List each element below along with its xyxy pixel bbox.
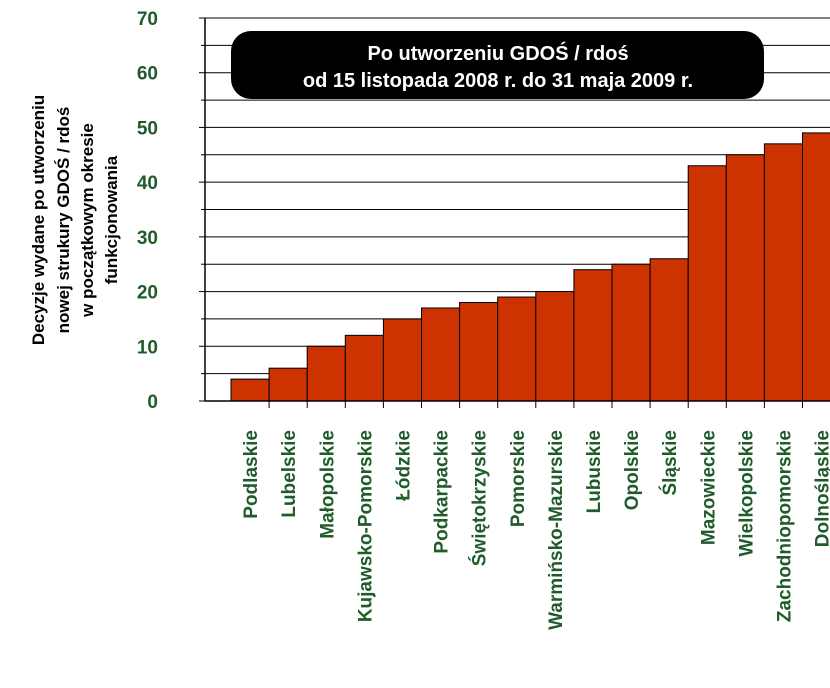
x-tick-label: Lubelskie <box>279 430 300 518</box>
bar <box>344 334 384 402</box>
y-axis-title-line-2: nowej strukury GDOŚ / rdoś <box>54 107 73 334</box>
bar <box>649 258 689 402</box>
x-tick-label: Łódzkie <box>393 430 414 501</box>
y-axis-ticks: 0 10 20 30 40 50 60 70 <box>137 9 205 413</box>
x-tick-label: Podkarpackie <box>432 430 453 554</box>
y-tick-label: 50 <box>137 118 158 139</box>
x-tick-label: Lubuskie <box>584 430 605 513</box>
bar <box>497 296 537 402</box>
bar <box>535 291 575 402</box>
bar-series <box>230 132 830 402</box>
y-axis-title-line-3: w początkowym okresie <box>78 123 97 318</box>
x-tick-label: Świętokrzyskie <box>469 430 491 566</box>
x-tick-label: Śląskie <box>659 430 681 496</box>
x-tick-label: Zachodniopomorskie <box>774 430 795 622</box>
x-tick-label: Wielkopolskie <box>736 430 757 557</box>
bar <box>763 143 804 402</box>
x-tick-label: Podlaskie <box>241 430 262 519</box>
y-tick-label: 10 <box>137 337 158 358</box>
chart-title-line-2: od 15 listopada 2008 r. do 31 maja 2009 … <box>303 70 693 92</box>
x-tick-label: Warmińsko-Mazurskie <box>546 430 567 630</box>
x-tick-label: Dolnośląskie <box>813 430 830 547</box>
bar <box>382 318 422 402</box>
bar <box>421 307 461 402</box>
title-banner: Po utworzeniu GDOŚ / rdoś od 15 listopad… <box>231 31 764 99</box>
y-tick-label: 70 <box>137 9 158 30</box>
bar <box>459 302 499 402</box>
bar <box>611 263 651 402</box>
bar <box>268 367 308 402</box>
bar <box>230 378 270 402</box>
y-tick-label: 0 <box>147 392 158 413</box>
bar <box>802 132 830 402</box>
y-axis-title-line-4: funkcjonowania <box>102 155 121 284</box>
x-tick-label: Mazowieckie <box>698 430 719 545</box>
x-tick-label: Pomorskie <box>508 430 529 527</box>
bar <box>725 154 765 402</box>
x-axis-tick-labels: Podlaskie Lubelskie Małopolskie Kujawsko-Po… <box>241 430 830 630</box>
x-tick-label: Małopolskie <box>317 430 338 539</box>
title-banner-box <box>231 31 764 99</box>
x-tick-label: Kujawsko-Pomorskie <box>355 430 376 622</box>
y-tick-label: 60 <box>137 64 158 85</box>
bar <box>573 269 613 402</box>
bar <box>306 345 346 402</box>
chart-title-line-1: Po utworzeniu GDOŚ / rdoś <box>367 41 628 65</box>
x-tick-label: Opolskie <box>622 430 643 510</box>
y-tick-label: 40 <box>137 173 158 194</box>
bar <box>687 165 727 402</box>
y-tick-label: 20 <box>137 283 158 304</box>
y-tick-label: 30 <box>137 228 158 249</box>
y-axis-title-line-1: Decyzje wydane po utworzeniu <box>29 95 48 345</box>
axes <box>204 18 830 408</box>
